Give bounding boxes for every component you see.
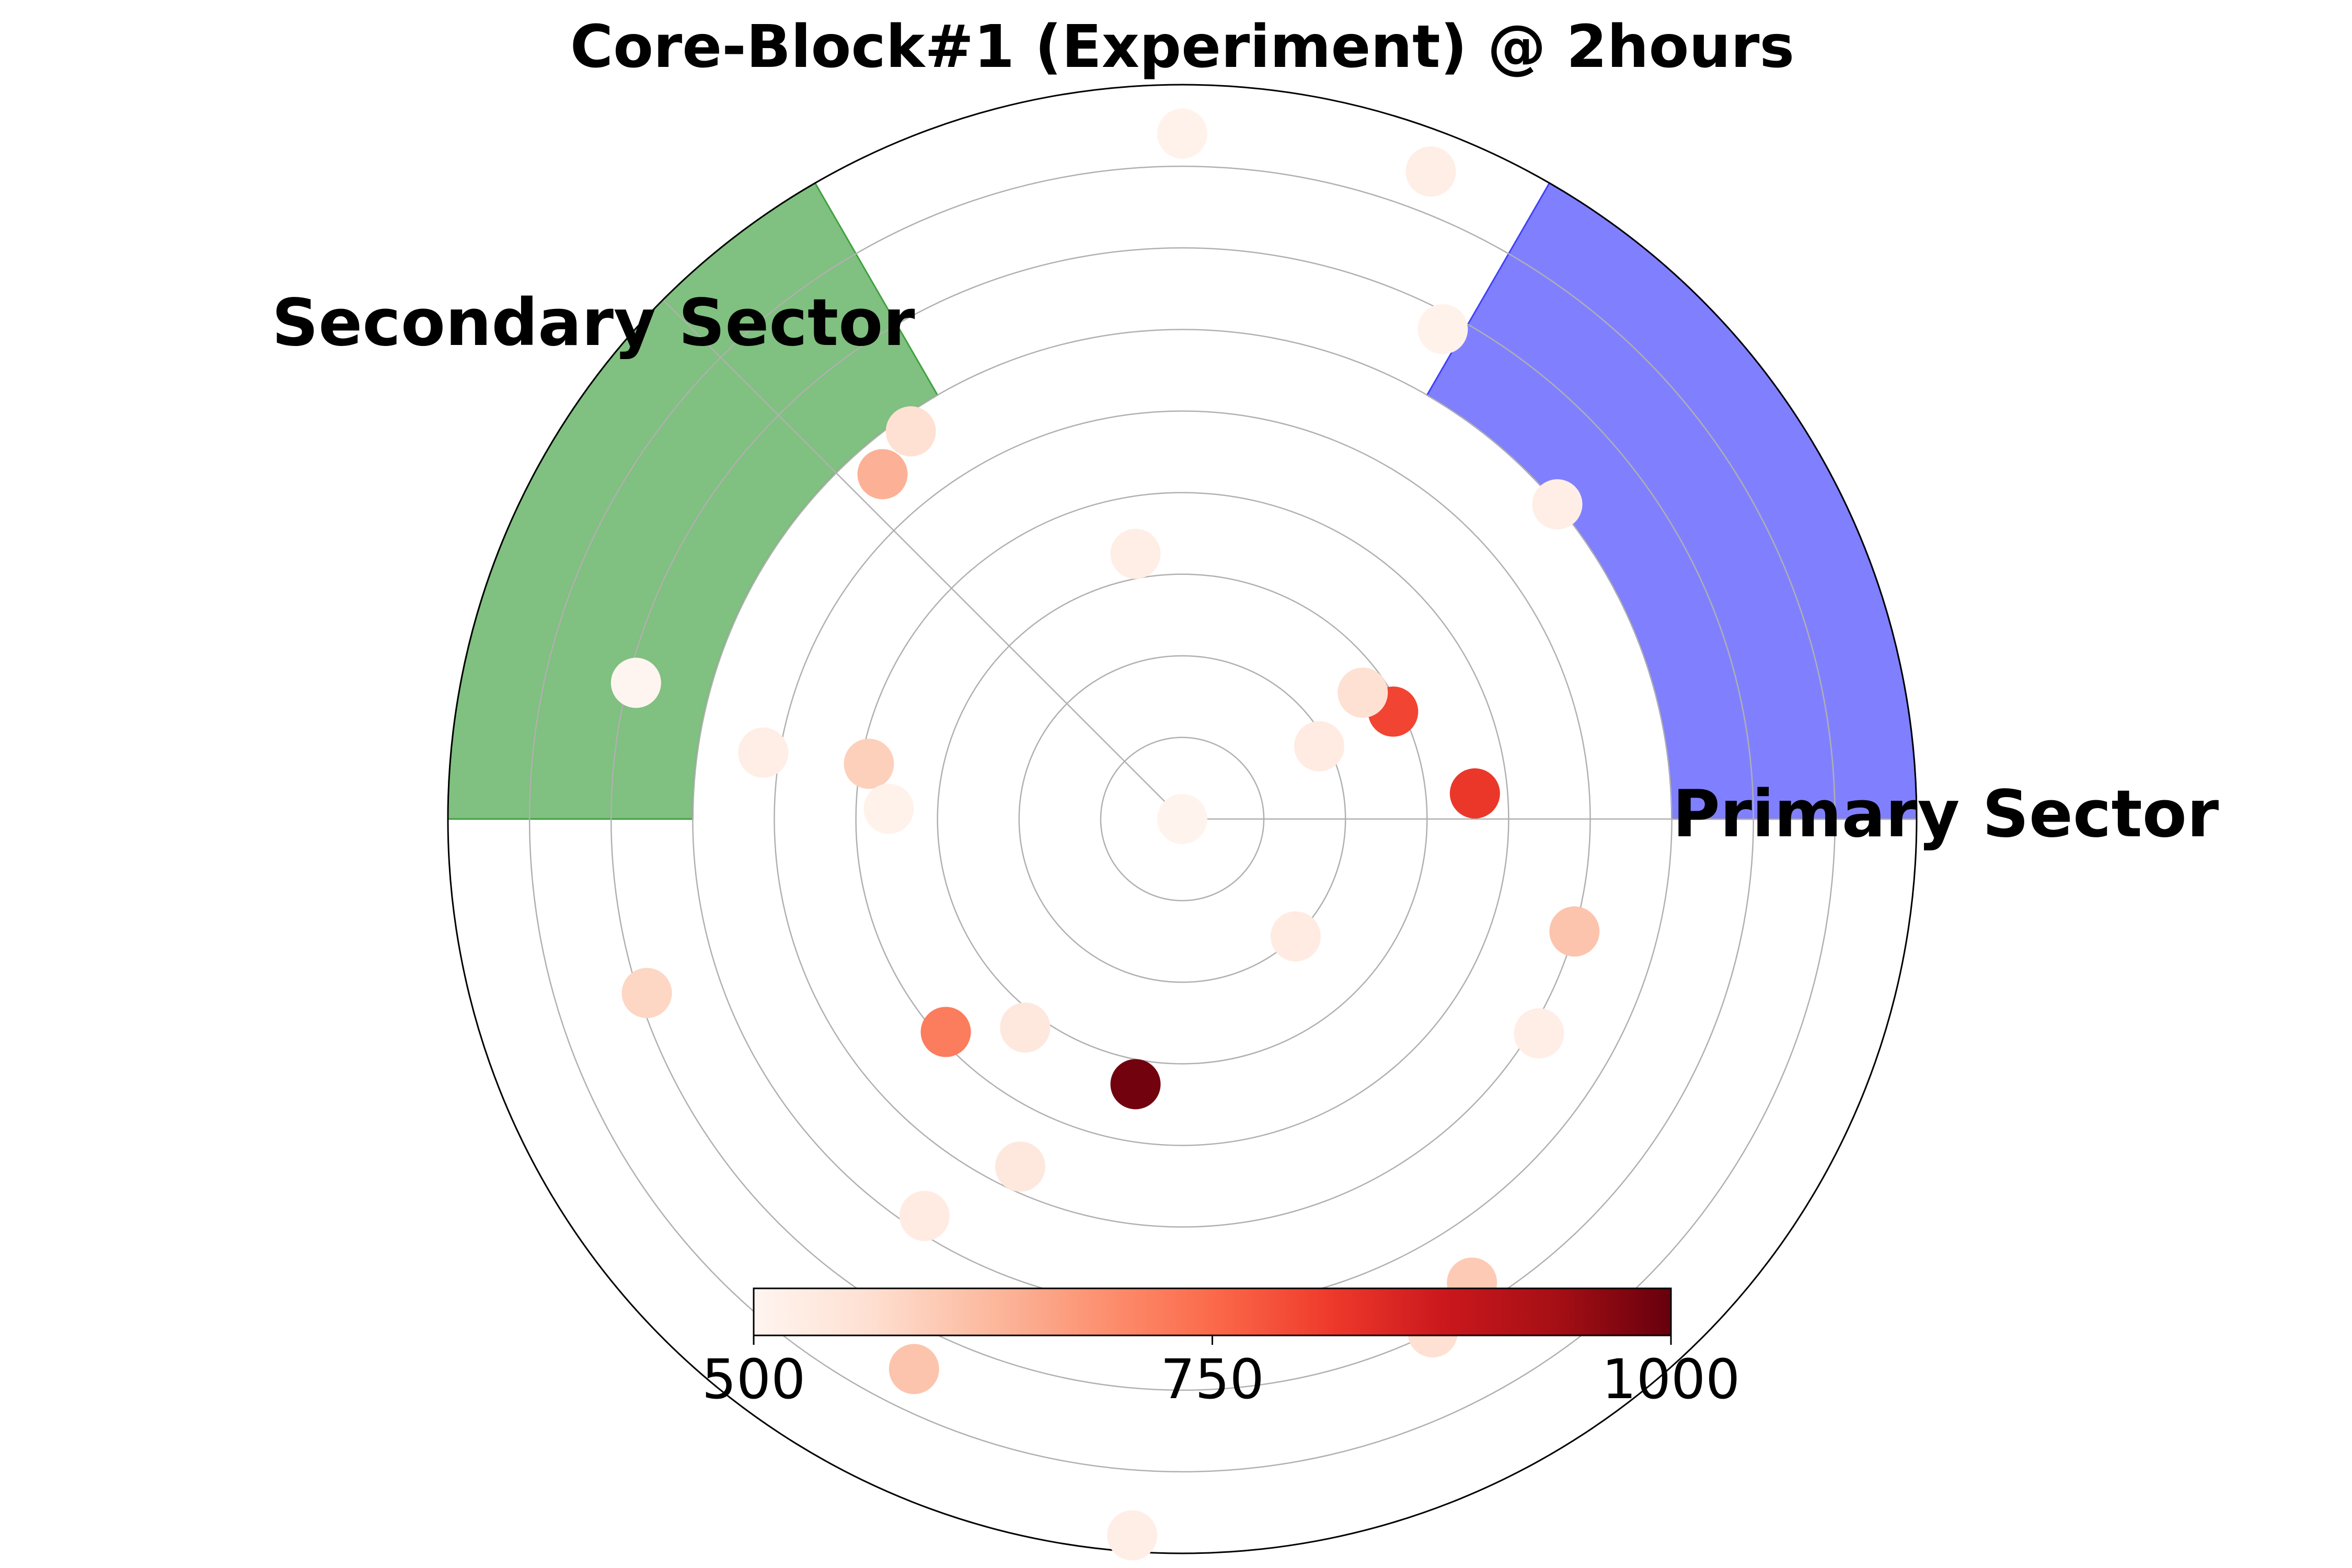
- data-point: [889, 1344, 939, 1394]
- data-point: [899, 1191, 950, 1241]
- chart-title: Core-Block#1 (Experiment) @ 2hours: [570, 13, 1794, 81]
- colorbar: 500 750 1000: [702, 1287, 1740, 1411]
- data-point: [1294, 721, 1344, 771]
- data-point: [1270, 911, 1321, 962]
- data-point: [1405, 146, 1456, 197]
- colorbar-gradient: [754, 1288, 1671, 1335]
- colorbar-tick-label: 500: [702, 1347, 806, 1411]
- data-point: [1449, 768, 1500, 819]
- data-point: [857, 449, 908, 500]
- sector-labels-layer: Primary Sector Secondary Sector: [272, 285, 2219, 852]
- grid-spoke: [662, 299, 1183, 820]
- sector-layer: [447, 182, 1918, 820]
- data-point: [844, 739, 894, 789]
- colorbar-ticks: 500 750 1000: [702, 1335, 1740, 1411]
- data-point: [621, 967, 672, 1018]
- data-point: [1110, 528, 1161, 579]
- data-point: [1417, 304, 1468, 354]
- data-point: [738, 728, 789, 778]
- data-point: [610, 658, 661, 708]
- data-point: [1514, 1008, 1564, 1059]
- colorbar-tick-label: 750: [1160, 1347, 1264, 1411]
- data-point: [1157, 794, 1207, 844]
- data-point: [863, 783, 914, 834]
- data-point: [1157, 108, 1207, 159]
- polar-outer-spine: [447, 84, 1918, 1554]
- data-point: [1000, 1002, 1051, 1053]
- data-point: [1532, 479, 1583, 529]
- sector-1: [1426, 182, 1918, 820]
- sector-label: Secondary Sector: [272, 285, 915, 361]
- data-point: [1107, 1510, 1158, 1561]
- colorbar-tick-label: 1000: [1602, 1347, 1740, 1411]
- data-point: [1338, 667, 1388, 718]
- data-point: [1110, 1059, 1161, 1110]
- data-point: [920, 1007, 971, 1057]
- data-point: [1549, 906, 1600, 957]
- data-point: [885, 406, 936, 457]
- sector-label: Primary Sector: [1673, 777, 2219, 852]
- data-point: [995, 1141, 1045, 1192]
